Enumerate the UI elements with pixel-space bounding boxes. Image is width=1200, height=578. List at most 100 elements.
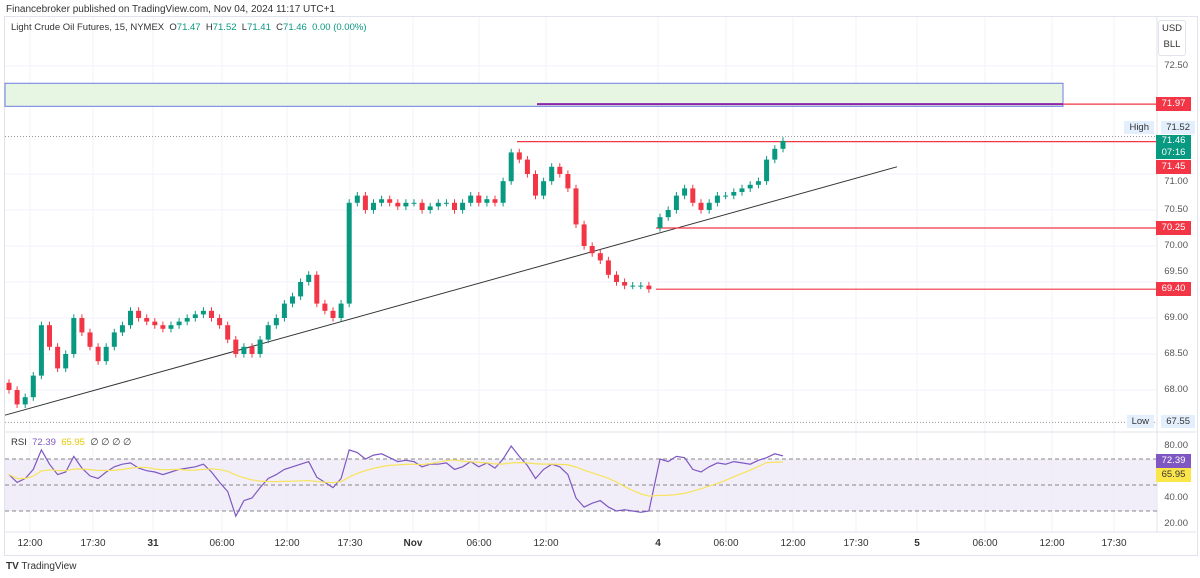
candle xyxy=(533,174,538,196)
candle xyxy=(63,354,69,369)
level-price-tag: 71.97 xyxy=(1156,97,1191,112)
chart-frame xyxy=(4,16,1198,556)
candle xyxy=(605,260,611,275)
level-price-tag: 69.40 xyxy=(1156,282,1191,297)
candle xyxy=(468,195,474,203)
price-tick: 68.00 xyxy=(1164,384,1188,395)
price-tick: 69.00 xyxy=(1164,312,1188,323)
tradingview-brand: TV TradingView xyxy=(6,561,76,572)
candle xyxy=(371,202,376,210)
price-tick: 70.00 xyxy=(1164,240,1188,251)
candle xyxy=(79,318,85,333)
rsi-ma-tag: 65.95 xyxy=(1156,468,1191,482)
candle xyxy=(452,202,457,210)
candle xyxy=(597,253,603,261)
low-value: 67.55 xyxy=(1161,415,1195,429)
rsi-ma-line xyxy=(8,459,784,497)
candle xyxy=(119,325,125,333)
candle xyxy=(682,188,688,196)
time-tick: 06:00 xyxy=(972,538,998,549)
candle xyxy=(573,188,579,225)
candle xyxy=(111,332,117,347)
candle xyxy=(419,202,425,210)
time-tick: 5 xyxy=(914,538,920,549)
candle xyxy=(630,285,636,287)
last-price-tag: 71.46 07:16 xyxy=(1156,135,1191,159)
candle xyxy=(103,346,109,362)
candle xyxy=(476,195,482,203)
candle xyxy=(152,321,158,326)
currency-unit-button[interactable]: USD BLL xyxy=(1158,20,1186,56)
candle xyxy=(144,318,150,322)
candle xyxy=(217,318,223,326)
low-label: L xyxy=(241,22,248,33)
time-tick: 17:30 xyxy=(337,538,363,549)
last-price-value: 71.46 xyxy=(1161,135,1186,146)
time-tick: 12:00 xyxy=(17,538,43,549)
candle xyxy=(484,199,490,203)
close-value: 71.46 xyxy=(283,22,307,33)
unit-label: BLL xyxy=(1163,39,1181,50)
time-tick: 17:30 xyxy=(843,538,869,549)
candle xyxy=(435,202,441,207)
candle xyxy=(731,192,737,196)
time-tick: 12:00 xyxy=(1039,538,1065,549)
time-tick: 12:00 xyxy=(274,538,300,549)
time-tick: 31 xyxy=(147,538,159,549)
candle xyxy=(698,202,704,210)
rsi-label: RSI xyxy=(11,437,27,448)
candle xyxy=(780,140,786,149)
candle xyxy=(589,246,595,254)
candle xyxy=(338,303,344,318)
candle xyxy=(427,206,433,210)
high-value: 71.52 xyxy=(1161,121,1195,134)
candle xyxy=(200,310,206,315)
candle xyxy=(395,202,401,207)
candle xyxy=(14,390,20,405)
candle xyxy=(565,174,571,189)
rsi-tick: 40.00 xyxy=(1164,492,1188,503)
candle xyxy=(71,318,77,354)
candle xyxy=(772,148,778,160)
candle xyxy=(764,159,770,182)
candle xyxy=(176,321,182,326)
candle xyxy=(638,285,644,287)
candle xyxy=(225,325,231,340)
rsi-tick: 20.00 xyxy=(1164,518,1188,529)
last-price-countdown: 07:16 xyxy=(1161,147,1186,158)
rsi-tick: 80.00 xyxy=(1164,440,1188,451)
candle xyxy=(128,310,133,326)
candle xyxy=(322,303,328,311)
candle xyxy=(136,310,142,318)
tradingview-logo-icon: TV xyxy=(6,561,19,572)
candle xyxy=(723,195,729,197)
price-tick: 70.50 xyxy=(1164,204,1188,215)
candle xyxy=(379,199,385,203)
open-label: O xyxy=(169,22,177,33)
candle xyxy=(273,318,279,326)
candle xyxy=(362,195,368,210)
candle xyxy=(87,332,93,347)
price-tick: 72.50 xyxy=(1164,60,1188,71)
candle xyxy=(22,397,28,405)
change-value: 0.00 (0.00%) xyxy=(312,22,367,33)
supply-zone xyxy=(4,82,1064,107)
candle xyxy=(403,202,409,207)
candle xyxy=(55,346,61,369)
candle xyxy=(192,314,198,318)
candle xyxy=(524,159,530,174)
price-tick: 71.00 xyxy=(1164,176,1188,187)
price-tick: 68.50 xyxy=(1164,348,1188,359)
high-label: H xyxy=(205,22,213,33)
candle xyxy=(6,382,12,390)
symbol-legend: Light Crude Oil Futures, 15, NYMEX O71.4… xyxy=(11,22,367,33)
candle xyxy=(47,325,52,347)
close-label: C xyxy=(276,22,284,33)
rsi-ma-value: 65.95 xyxy=(61,437,85,448)
low-label: Low xyxy=(1126,415,1154,429)
candle xyxy=(306,274,312,282)
candle xyxy=(233,339,239,354)
candle xyxy=(665,210,671,218)
candle xyxy=(549,166,555,182)
